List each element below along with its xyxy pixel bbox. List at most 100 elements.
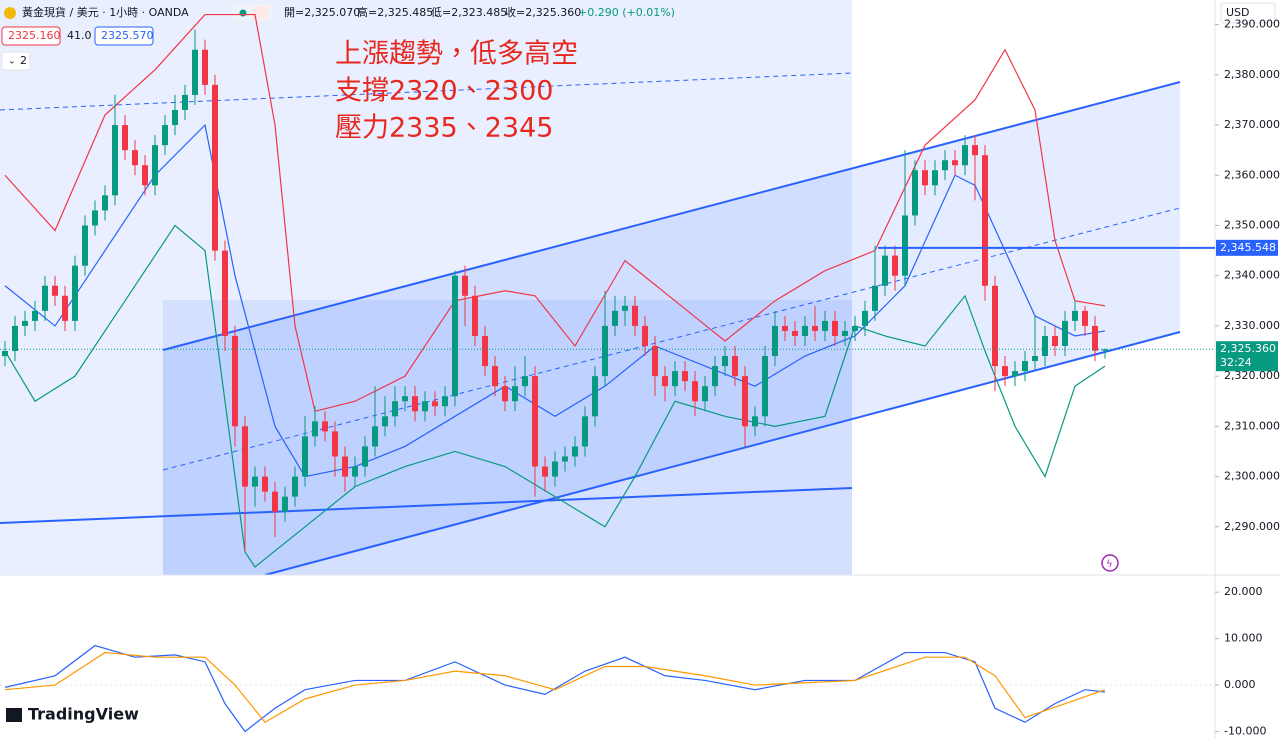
candle-body (642, 325, 648, 347)
legend: 黃金現貨 / 美元 · 1小時 · OANDA 開=2,325.070 高=2,… (1, 4, 675, 71)
ohlc-close: 收=2,325.360 (505, 5, 581, 19)
candle-body (232, 335, 238, 427)
price-line-tag (1216, 239, 1278, 256)
y-tick-label: 2,290.000 (1224, 520, 1280, 533)
candle-body (212, 84, 218, 251)
candle-body (622, 305, 628, 311)
candle-body (372, 426, 378, 447)
ask-box[interactable] (94, 26, 154, 46)
indicator-line (4, 651, 1106, 723)
ohlc-low: 低=2,323.485 (431, 5, 507, 19)
candle-body (862, 310, 868, 326)
candle-body (872, 285, 878, 311)
candle-body (42, 285, 48, 311)
indicator-line (4, 13, 1106, 413)
candle-body (632, 305, 638, 326)
candle-body (182, 94, 188, 110)
candle-body (742, 376, 748, 427)
candle-body (992, 285, 998, 367)
candle-body (812, 325, 818, 331)
candle-body (672, 371, 678, 387)
channel-mid (162, 207, 1181, 471)
candle-body (302, 436, 308, 477)
candle-body (852, 325, 858, 331)
channel-fill (163, 82, 1180, 575)
candle-body (412, 396, 418, 412)
candle-body (982, 155, 988, 286)
candle-body (112, 125, 118, 196)
candle-body (152, 145, 158, 186)
candle-body (462, 275, 468, 296)
trendline-dashed (0, 72, 853, 111)
candle-body (1082, 310, 1088, 326)
chevron: ⌄ (8, 57, 16, 67)
symbol: 黃金現貨 / 美元 · 1小時 · OANDA (22, 5, 189, 19)
candle-body (172, 109, 178, 126)
candle-body (532, 376, 538, 467)
candle-body (1102, 349, 1108, 351)
candle-body (1022, 361, 1028, 372)
y-tick-label: 2,300.000 (1224, 470, 1280, 483)
candle-body (932, 170, 938, 186)
y-tick-label: 2,370.000 (1224, 118, 1280, 131)
y-tick-label: 2,340.000 (1224, 269, 1280, 282)
candle-body (1012, 371, 1018, 377)
candle-body (692, 381, 698, 402)
lightning-icon[interactable] (1101, 554, 1119, 572)
candle-body (362, 446, 368, 467)
candle-body (662, 376, 668, 387)
candle-body (1062, 320, 1068, 347)
candle-body (842, 330, 848, 336)
range-box (163, 300, 852, 575)
candle-body (22, 320, 28, 326)
candle-body (102, 195, 108, 211)
candle-body (572, 446, 578, 457)
currency-button[interactable] (1220, 2, 1276, 24)
y-tick-label: 2,350.000 (1224, 218, 1280, 231)
candle-body (122, 125, 128, 151)
bid: 2325.160 (8, 29, 61, 42)
channel-bottom (264, 331, 1181, 575)
candle-body (772, 325, 778, 357)
candle-body (602, 325, 608, 377)
countdown: 32:24 (1220, 356, 1252, 369)
candle-body (52, 285, 58, 296)
candle-body (322, 421, 328, 432)
candle-body (752, 416, 758, 427)
annotation: 壓力2335、2345 (335, 113, 553, 144)
candle-body (1052, 335, 1058, 347)
currency: USD (1226, 6, 1250, 19)
candle-body (802, 325, 808, 336)
annotation: 上漲趨勢，低多高空 (335, 39, 578, 70)
candle-body (192, 49, 198, 95)
indicators-toggle[interactable] (1, 51, 31, 71)
candle-body (512, 386, 518, 402)
price-line-label: 2,345.548 (1220, 241, 1276, 254)
candle-body (242, 426, 248, 487)
candle-body (252, 476, 258, 487)
candle-body (312, 421, 318, 437)
candle-body (762, 356, 768, 417)
bid-box[interactable] (1, 26, 61, 46)
lightning-glyph: ϟ (1106, 559, 1113, 570)
y-tick-label: -10.000 (1224, 724, 1266, 737)
candle-body (782, 325, 788, 331)
y-tick-label: 20.000 (1224, 585, 1263, 598)
candle-body (592, 376, 598, 417)
candle-body (902, 215, 908, 276)
annotation: 支撐2320、2300 (335, 76, 553, 107)
candle-body (492, 366, 498, 387)
highlight-zone (0, 0, 852, 575)
candle-body (292, 476, 298, 497)
candle-body (342, 456, 348, 477)
indicators-count: 2 (20, 54, 27, 67)
candle-body (1092, 325, 1098, 351)
candle-body (712, 366, 718, 387)
candle-body (282, 496, 288, 512)
candle-body (162, 125, 168, 146)
candle-body (82, 225, 88, 266)
indicator-line (4, 123, 1106, 478)
brand: TradingView (28, 705, 139, 724)
alert-badge (252, 6, 268, 19)
candle-body (12, 325, 18, 352)
